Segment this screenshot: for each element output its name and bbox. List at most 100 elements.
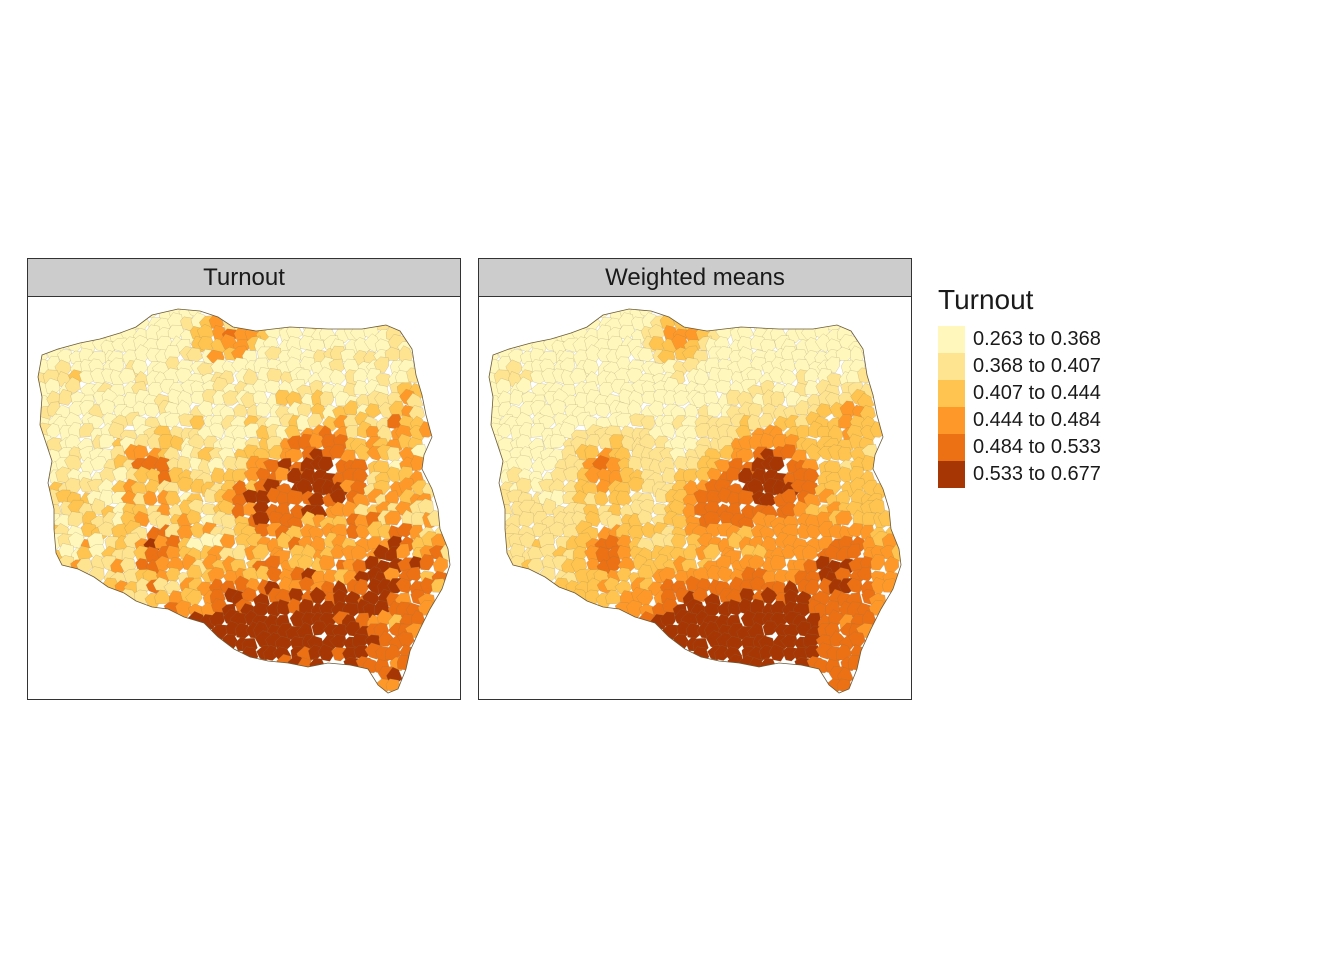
legend-swatch (938, 353, 965, 380)
municipality-region (835, 510, 853, 526)
municipality-region (375, 372, 392, 388)
legend-label: 0.533 to 0.677 (973, 463, 1101, 485)
municipality-region (396, 654, 414, 671)
country-border (37, 308, 451, 694)
municipality-regions (38, 309, 450, 693)
municipality-region (769, 554, 787, 571)
municipality-region (264, 379, 281, 395)
municipality-region (839, 400, 857, 418)
municipality-region (627, 476, 644, 493)
municipality-region (243, 423, 261, 438)
municipality-region (640, 521, 657, 539)
municipality-region (222, 390, 240, 406)
municipality-region (388, 400, 406, 418)
municipality-region (317, 643, 335, 662)
municipality-region (317, 456, 334, 473)
municipality-region (254, 523, 271, 537)
municipality-region (549, 433, 568, 449)
legend-label: 0.263 to 0.368 (973, 328, 1101, 350)
municipality-region (706, 402, 724, 417)
municipality-region (217, 499, 237, 515)
municipality-region (768, 456, 785, 473)
municipality-region (308, 432, 326, 449)
municipality-region (178, 413, 195, 427)
municipality-region (540, 456, 559, 471)
municipality-region (406, 367, 422, 384)
municipality-region (251, 543, 270, 560)
municipality-region (891, 544, 901, 563)
municipality-region (98, 433, 117, 449)
municipality-region (154, 555, 171, 572)
municipality-region (516, 335, 535, 353)
municipality-region (311, 620, 328, 636)
municipality-region (190, 478, 205, 494)
municipality-region (641, 478, 656, 494)
municipality-region (373, 356, 389, 373)
municipality-region (824, 356, 840, 373)
municipality-region (208, 422, 225, 439)
municipality-region (659, 422, 676, 439)
municipality-region (170, 435, 185, 452)
municipality-region (762, 620, 779, 636)
legend-swatch (938, 434, 965, 461)
municipality-region (815, 403, 833, 419)
municipality-region (759, 432, 777, 449)
municipality-region (715, 379, 732, 395)
legend-title: Turnout (938, 284, 1034, 315)
municipality-region (65, 477, 82, 493)
municipality-region (802, 544, 819, 560)
municipality-region (805, 443, 823, 461)
municipality-region (870, 554, 886, 571)
municipality-region (847, 654, 865, 671)
municipality-region (518, 511, 536, 528)
municipality-region (384, 510, 402, 526)
municipality-region (629, 413, 646, 427)
municipality-region (683, 544, 698, 560)
legend-item: 0.407 to 0.444 (938, 380, 1101, 407)
country-border (488, 308, 902, 694)
municipality-region (781, 544, 797, 559)
municipality-region (176, 476, 193, 493)
municipality-region (673, 390, 691, 406)
panel-title-turnout: Turnout (28, 259, 460, 297)
municipality-region (725, 466, 742, 481)
map-weighted-means (479, 297, 911, 699)
legend-label: 0.407 to 0.444 (973, 382, 1101, 404)
municipality-region (714, 645, 732, 661)
legend-label: 0.368 to 0.407 (973, 355, 1101, 377)
legend-swatch (938, 461, 965, 488)
municipality-region (826, 372, 843, 388)
legend-label: 0.444 to 0.484 (973, 409, 1101, 431)
municipality-region (419, 554, 435, 571)
municipality-region (768, 643, 786, 662)
municipality-region (330, 544, 346, 559)
municipality-region (594, 402, 611, 419)
municipality-region (263, 645, 281, 661)
municipality-region (255, 402, 273, 417)
municipality-region (692, 587, 709, 602)
municipality-region (509, 389, 525, 406)
municipality-region (702, 543, 721, 560)
municipality-region (232, 544, 247, 560)
municipality-region (616, 567, 632, 582)
municipality-region (694, 423, 712, 438)
legend-item: 0.368 to 0.407 (938, 353, 1101, 380)
map-turnout (28, 297, 460, 699)
municipality-region (241, 587, 258, 602)
panel-turnout: Turnout (27, 258, 461, 700)
legend-item: 0.533 to 0.677 (938, 461, 1101, 488)
legend-item: 0.263 to 0.368 (938, 326, 1101, 353)
legend-swatch (938, 407, 965, 434)
municipality-region (668, 499, 688, 515)
legend-item: 0.484 to 0.533 (938, 434, 1101, 461)
municipality-region (189, 521, 206, 539)
municipality-region (65, 335, 84, 353)
municipality-region (58, 389, 74, 406)
municipality-regions (489, 309, 901, 693)
legend: Turnout 0.263 to 0.368 0.368 to 0.407 0.… (938, 284, 1101, 488)
legend-swatch (938, 326, 965, 353)
municipality-region (364, 403, 382, 419)
municipality-region (143, 402, 160, 419)
municipality-region (857, 367, 873, 384)
municipality-region (67, 511, 85, 528)
